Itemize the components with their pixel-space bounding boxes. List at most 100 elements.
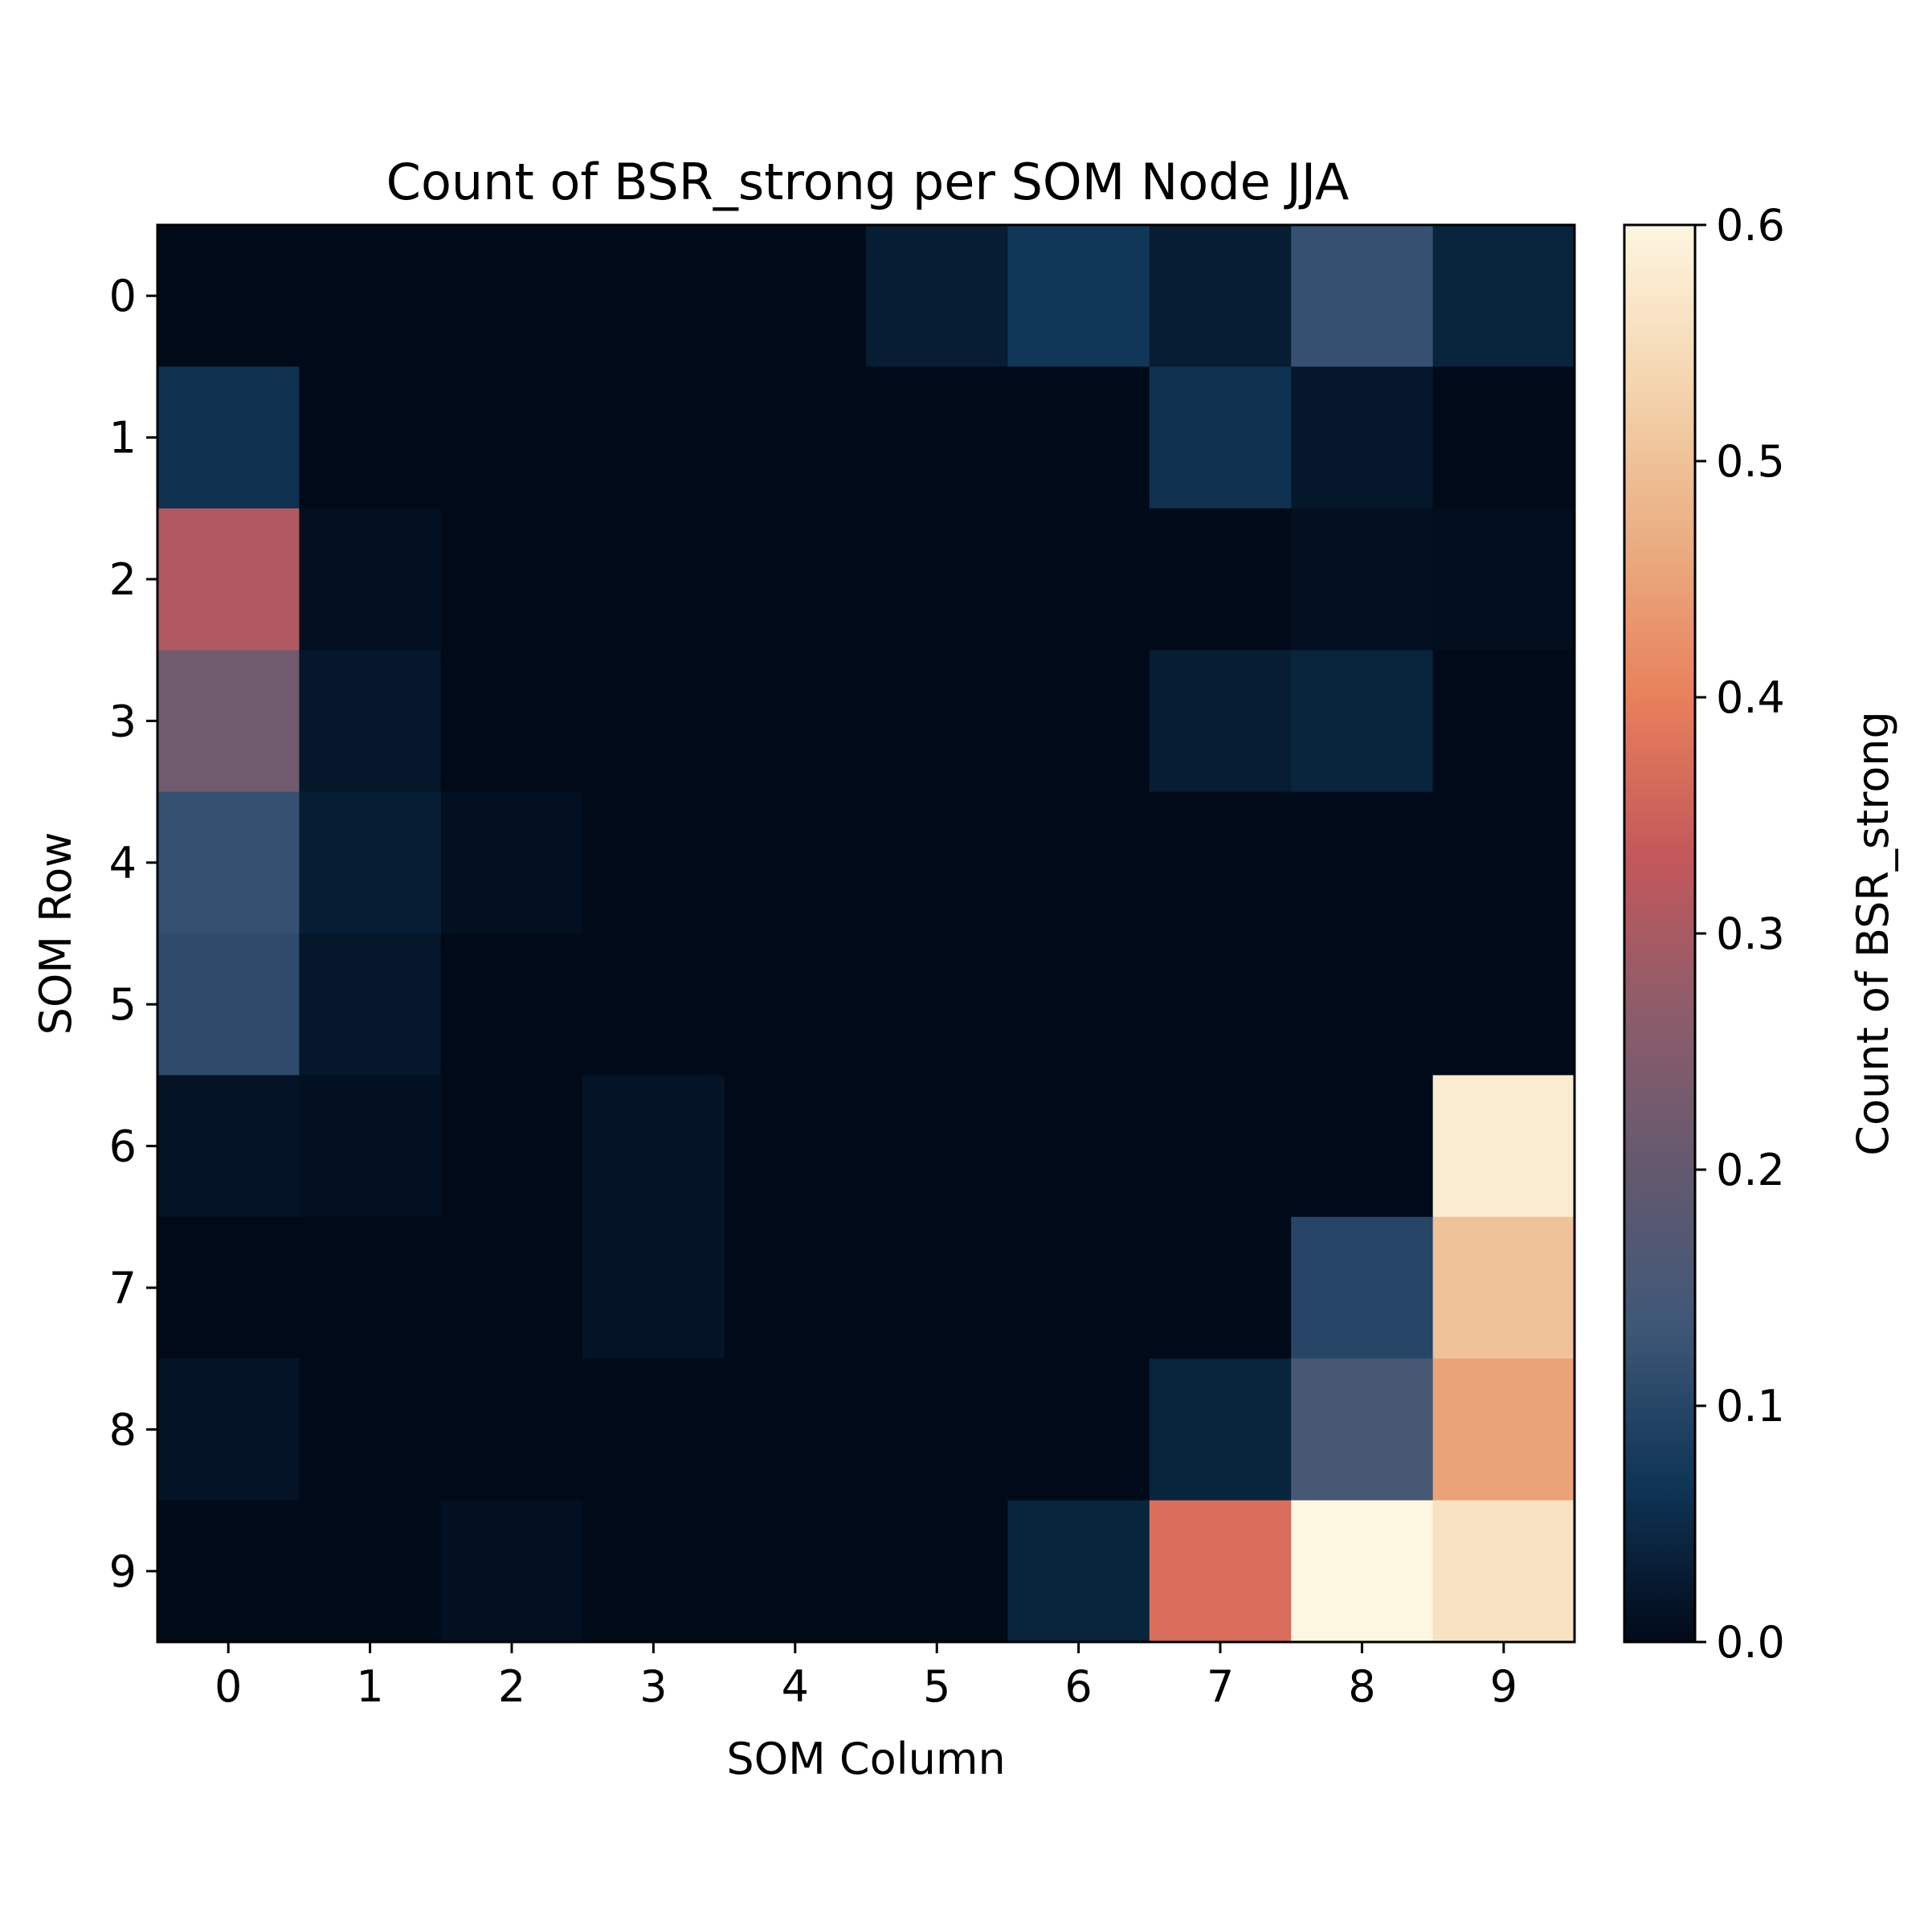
heatmap-cell-r7-c0 [157, 1216, 300, 1359]
heatmap-cell-r0-c6 [1007, 225, 1150, 367]
heatmap-cell-r9-c0 [157, 1500, 300, 1643]
heatmap-cell-r1-c3 [582, 366, 725, 509]
heatmap-cell-r4-c9 [1432, 791, 1575, 934]
x-tick-label: 6 [1064, 1661, 1092, 1712]
y-tick-label: 1 [109, 413, 137, 464]
heatmap-cell-r3-c4 [724, 650, 867, 793]
heatmap-cell-r2-c7 [1149, 508, 1292, 651]
heatmap-cell-r9-c9 [1432, 1500, 1575, 1643]
colorbar-tick-label: 0.1 [1716, 1381, 1785, 1432]
heatmap-cell-r5-c4 [724, 933, 867, 1076]
x-tick-label: 7 [1207, 1661, 1234, 1712]
x-tick-label: 0 [214, 1661, 242, 1712]
heatmap-cell-r7-c3 [582, 1216, 725, 1359]
heatmap-cell-r0-c2 [440, 225, 583, 367]
heatmap-cell-r5-c3 [582, 933, 725, 1076]
x-tick-label: 2 [498, 1661, 525, 1712]
heatmap-cell-r4-c8 [1291, 791, 1434, 934]
heatmap-cell-r3-c2 [440, 650, 583, 793]
x-axis: 0 1 2 3 4 5 6 7 8 9 [214, 1642, 1517, 1712]
heatmap-cell-r9-c3 [582, 1500, 725, 1643]
x-tick-label: 4 [782, 1661, 809, 1712]
heatmap-cell-r7-c4 [724, 1216, 867, 1359]
heatmap-cell-r1-c4 [724, 366, 867, 509]
heatmap-cell-r0-c8 [1291, 225, 1434, 367]
heatmap-cell-r0-c4 [724, 225, 867, 367]
heatmap-cell-r8-c6 [1007, 1358, 1150, 1501]
y-axis-label: SOM Row [31, 832, 81, 1035]
heatmap-cell-r7-c7 [1149, 1216, 1292, 1359]
heatmap-cell-r3-c7 [1149, 650, 1292, 793]
heatmap-cell-r4-c1 [299, 791, 442, 934]
heatmap-cell-r5-c7 [1149, 933, 1292, 1076]
x-tick-label: 5 [923, 1661, 950, 1712]
heatmap-cell-r3-c6 [1007, 650, 1150, 793]
colorbar-gradient [1624, 225, 1695, 1642]
heatmap-cell-r6-c2 [440, 1075, 583, 1218]
heatmap-cell-r6-c9 [1432, 1075, 1575, 1218]
heatmap-cell-r1-c9 [1432, 366, 1575, 509]
heatmap-cell-r9-c6 [1007, 1500, 1150, 1643]
heatmap-cell-r0-c7 [1149, 225, 1292, 367]
heatmap-cell-r4-c0 [157, 791, 300, 934]
heatmap-cell-r1-c7 [1149, 366, 1292, 509]
heatmap-cell-r8-c4 [724, 1358, 867, 1501]
heatmap-cell-r3-c0 [157, 650, 300, 793]
y-tick-label: 6 [109, 1121, 137, 1172]
heatmap-cell-r7-c1 [299, 1216, 442, 1359]
heatmap-cell-r1-c6 [1007, 366, 1150, 509]
heatmap-cell-r1-c1 [299, 366, 442, 509]
heatmap-cell-r6-c8 [1291, 1075, 1434, 1218]
heatmap-cell-r9-c8 [1291, 1500, 1434, 1643]
heatmap-cell-r8-c0 [157, 1358, 300, 1501]
heatmap-cell-r5-c8 [1291, 933, 1434, 1076]
heatmap-cell-r9-c4 [724, 1500, 867, 1643]
heatmap-cell-r1-c8 [1291, 366, 1434, 509]
colorbar-tick-label: 0.6 [1716, 200, 1785, 251]
heatmap-cell-r8-c8 [1291, 1358, 1434, 1501]
heatmap-cell-r5-c6 [1007, 933, 1150, 1076]
heatmap-cell-r8-c3 [582, 1358, 725, 1501]
heatmap-cell-r0-c1 [299, 225, 442, 367]
heatmap-cell-r0-c9 [1432, 225, 1575, 367]
heatmap-cell-r5-c1 [299, 933, 442, 1076]
colorbar-label: Count of BSR_strong [1848, 711, 1898, 1156]
heatmap-cell-r6-c0 [157, 1075, 300, 1218]
y-tick-label: 5 [109, 979, 137, 1030]
heatmap-cell-r2-c2 [440, 508, 583, 651]
x-tick-label: 9 [1490, 1661, 1517, 1712]
colorbar-tick-label: 0.5 [1716, 436, 1785, 487]
y-tick-label: 7 [109, 1263, 137, 1313]
heatmap-cell-r5-c2 [440, 933, 583, 1076]
heatmap-cell-r6-c4 [724, 1075, 867, 1218]
x-tick-label: 8 [1348, 1661, 1375, 1712]
x-tick-label: 3 [639, 1661, 667, 1712]
y-tick-label: 0 [109, 271, 137, 321]
heatmap-cell-r2-c0 [157, 508, 300, 651]
heatmap-cell-r2-c6 [1007, 508, 1150, 651]
y-tick-label: 9 [109, 1546, 137, 1597]
y-tick-label: 4 [109, 838, 137, 888]
heatmap-cell-r1-c2 [440, 366, 583, 509]
heatmap-cell-r8-c9 [1432, 1358, 1575, 1501]
heatmap-cell-r8-c7 [1149, 1358, 1292, 1501]
heatmap-cell-r6-c1 [299, 1075, 442, 1218]
heatmap-cell-r1-c5 [866, 366, 1008, 509]
heatmap-cell-r2-c3 [582, 508, 725, 651]
heatmap-cell-r2-c4 [724, 508, 867, 651]
heatmap-cell-r7-c2 [440, 1216, 583, 1359]
chart-title: Count of BSR_strong per SOM Node JJA [386, 153, 1350, 211]
heatmap-cell-r9-c5 [866, 1500, 1008, 1643]
heatmap-cell-r5-c9 [1432, 933, 1575, 1076]
heatmap-cell-r8-c2 [440, 1358, 583, 1501]
x-tick-label: 1 [356, 1661, 383, 1712]
heatmap-cell-r6-c3 [582, 1075, 725, 1218]
colorbar-tick-label: 0.4 [1716, 672, 1785, 723]
heatmap-cell-r8-c5 [866, 1358, 1008, 1501]
heatmap-cell-r2-c1 [299, 508, 442, 651]
heatmap-cell-r9-c1 [299, 1500, 442, 1643]
colorbar-tick-label: 0.2 [1716, 1145, 1785, 1195]
heatmap-cell-r0-c3 [582, 225, 725, 367]
y-axis: 0 1 2 3 4 5 6 7 8 9 [109, 271, 157, 1597]
heatmap-cell-r3-c9 [1432, 650, 1575, 793]
